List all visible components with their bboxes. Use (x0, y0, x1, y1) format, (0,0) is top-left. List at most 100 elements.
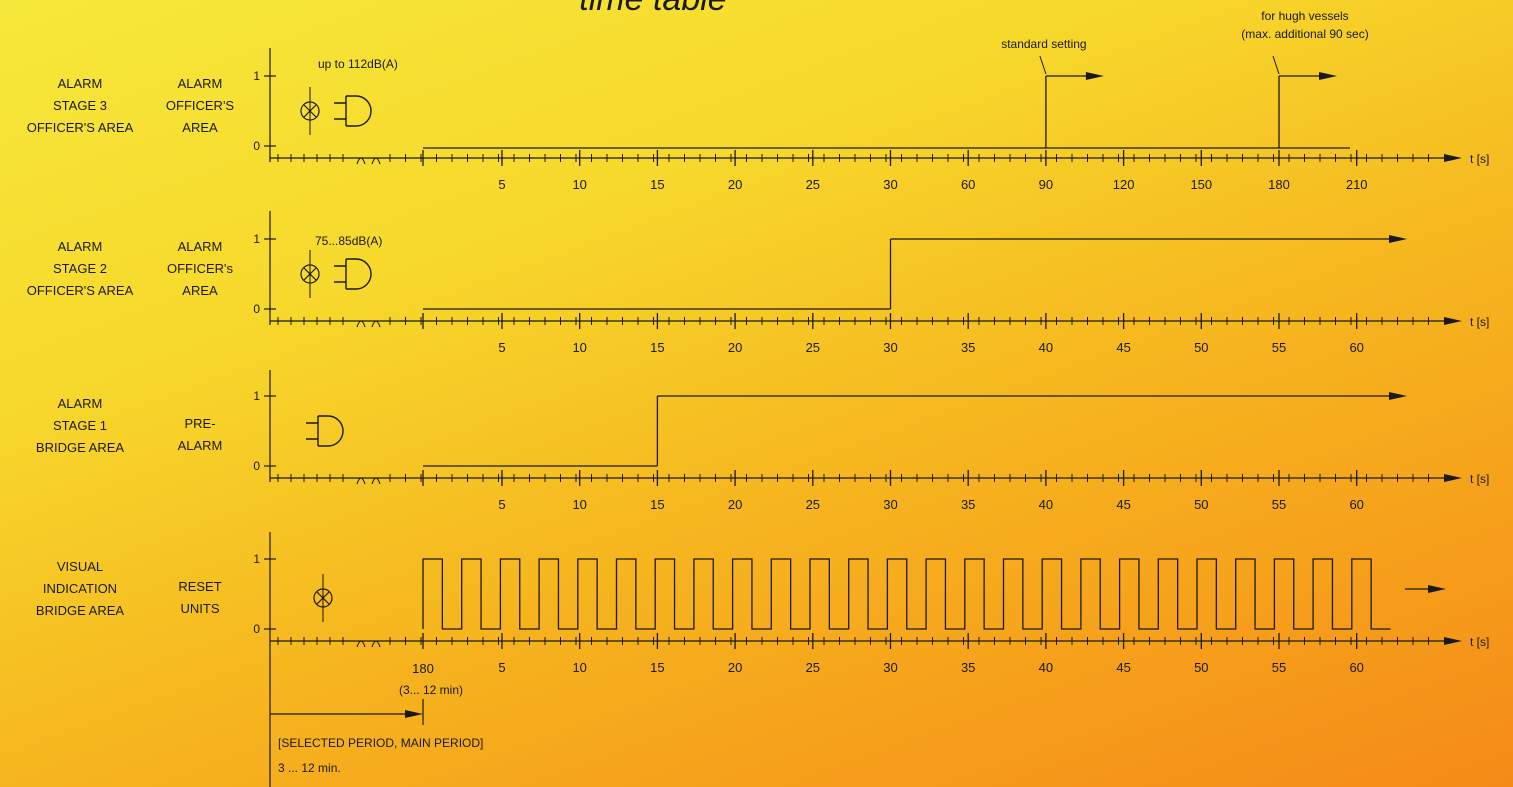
tick-label: 90 (1039, 177, 1053, 192)
row-mid-label: AREA (182, 120, 218, 135)
tick-label: 40 (1039, 340, 1053, 355)
time-unit-label: t [s] (1470, 635, 1489, 649)
period-layer: 180 (3... 12 min) [SELECTED PERIOD, MAIN P… (269, 645, 483, 787)
tick-label: 210 (1346, 177, 1368, 192)
tick-label: 150 (1190, 177, 1212, 192)
lamp-cross (303, 104, 317, 118)
signal-continue-arrow-head (1428, 585, 1446, 593)
lamp-icon (300, 264, 320, 284)
tick-label: 15 (650, 497, 664, 512)
row-left-label: ALARM (58, 76, 103, 91)
diagram-title: time table (579, 0, 726, 18)
tick-label: 40 (1039, 497, 1053, 512)
tick-label: 60 (1349, 660, 1363, 675)
lamp-cross (303, 267, 317, 281)
tick-label: 10 (572, 660, 586, 675)
tick-label: 60 (1349, 340, 1363, 355)
lamp-cross (316, 591, 330, 605)
time-axis-head (1444, 637, 1462, 645)
tick-label: 50 (1194, 497, 1208, 512)
row-left-label: BRIDGE AREA (36, 603, 124, 618)
signal-high-head (1389, 235, 1407, 243)
time-axis-head (1444, 317, 1462, 325)
tick-label: 10 (572, 497, 586, 512)
tick-label: 120 (1113, 177, 1135, 192)
tick-label: 20 (728, 660, 742, 675)
horn-icon (334, 258, 372, 290)
row-mid-label: ALARM (178, 76, 223, 91)
level-label: 1 (253, 232, 260, 246)
period-start-range: (3... 12 min) (399, 683, 463, 697)
tick-label: 5 (498, 497, 505, 512)
period-start-tick: 180 (412, 661, 434, 676)
tick-label: 20 (728, 340, 742, 355)
tick-label: 50 (1194, 340, 1208, 355)
row-left-label: ALARM (58, 239, 103, 254)
level-label: 1 (253, 552, 260, 566)
level-label: 0 (253, 622, 260, 636)
time-unit-label: t [s] (1470, 472, 1489, 486)
rows-layer: ALARM STAGE 3 OFFICER'S AREA ALARM OFFICER'S… (27, 9, 1490, 675)
annotation: for hugh vessels (max. additional 90 sec) (1241, 9, 1369, 75)
axis-break (356, 477, 381, 485)
tick-label: 30 (883, 497, 897, 512)
level-label: 0 (253, 302, 260, 316)
tick-label: 10 (572, 340, 586, 355)
signal-arrow-head (1085, 72, 1104, 80)
annotation-leader (1039, 55, 1047, 75)
tick-label: 180 (1268, 177, 1290, 192)
signal-high-head (1389, 392, 1407, 400)
row-mid-label: RESET (178, 579, 221, 594)
annotation-text: standard setting (1001, 37, 1086, 51)
tick-label: 25 (806, 660, 820, 675)
tick-label: 60 (1349, 497, 1363, 512)
row-alarm-stage-3: ALARM STAGE 3 OFFICER'S AREA ALARM OFFICER'S… (27, 9, 1490, 192)
tick-label: 5 (498, 660, 505, 675)
annotation-text: for hugh vessels (1261, 9, 1348, 23)
tick-label: 45 (1116, 497, 1130, 512)
lamp-icon (313, 588, 333, 608)
level-label: 1 (253, 69, 260, 83)
tick-label: 20 (728, 497, 742, 512)
horn-shape (306, 415, 344, 447)
tick-label: 40 (1039, 660, 1053, 675)
row-alarm-stage-2: ALARM STAGE 2 OFFICER'S AREA ALARM OFFICER's… (27, 211, 1489, 355)
device-note: 75...85dB(A) (315, 234, 382, 248)
signal-arrow-head (1319, 72, 1337, 80)
annotation-text: (max. additional 90 sec) (1241, 27, 1368, 41)
axis-break (356, 157, 381, 165)
horn-icon (306, 415, 344, 447)
period-range: 3 ... 12 min. (278, 761, 341, 775)
row-mid-label: UNITS (181, 601, 220, 616)
row-left-label: OFFICER'S AREA (27, 120, 134, 135)
level-label: 0 (253, 139, 260, 153)
horn-icon (334, 95, 372, 127)
tick-label: 5 (498, 340, 505, 355)
tick-label: 25 (806, 497, 820, 512)
row-left-label: BRIDGE AREA (36, 440, 124, 455)
horn-shape (334, 95, 372, 127)
tick-label: 35 (961, 497, 975, 512)
signal-pulse-train (422, 558, 1391, 630)
row-left-label: STAGE 3 (53, 98, 107, 113)
tick-label: 35 (961, 660, 975, 675)
tick-label: 10 (572, 177, 586, 192)
tick-label: 55 (1272, 497, 1286, 512)
time-axis-head (1444, 474, 1462, 482)
device-note: up to 112dB(A) (318, 57, 398, 71)
lamp-icon (300, 101, 320, 121)
annotation: standard setting (1001, 37, 1087, 75)
annotation-leader (1272, 55, 1280, 75)
row-left-label: OFFICER'S AREA (27, 283, 134, 298)
tick-label: 55 (1272, 660, 1286, 675)
tick-label: 45 (1116, 660, 1130, 675)
tick-label: 30 (883, 340, 897, 355)
tick-label: 45 (1116, 340, 1130, 355)
tick-label: 20 (728, 177, 742, 192)
axis-break (356, 640, 381, 648)
tick-label: 50 (1194, 660, 1208, 675)
tick-label: 60 (961, 177, 975, 192)
